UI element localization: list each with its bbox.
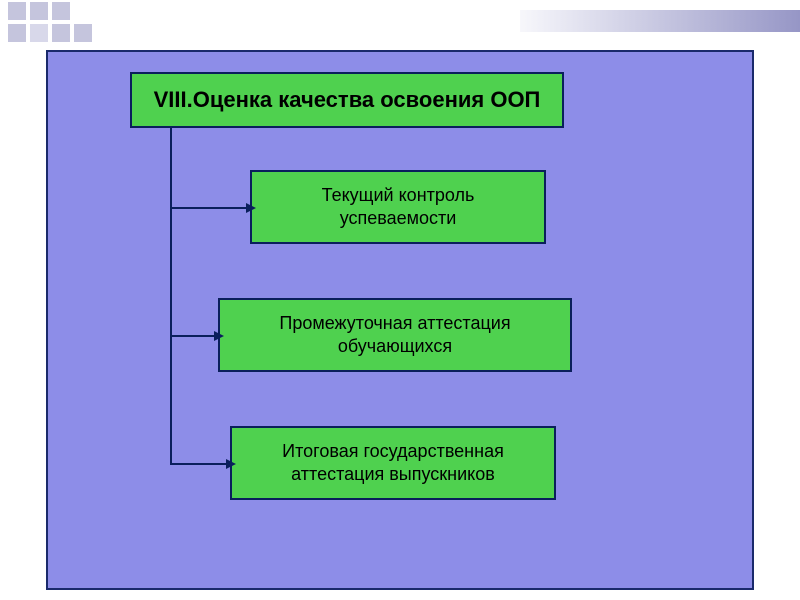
- child-node: Итоговая государственнаяаттестация выпус…: [230, 426, 556, 500]
- deco-square: [52, 24, 70, 42]
- connector-branch: [170, 335, 216, 337]
- gradient-bar: [520, 10, 800, 32]
- deco-square: [74, 24, 92, 42]
- connector-trunk: [170, 128, 172, 465]
- connector-branch: [170, 463, 228, 465]
- child-node-label: Текущий контрольуспеваемости: [322, 184, 475, 231]
- arrow-icon: [246, 203, 256, 213]
- child-node: Промежуточная аттестацияобучающихся: [218, 298, 572, 372]
- child-node: Текущий контрольуспеваемости: [250, 170, 546, 244]
- deco-square: [8, 24, 26, 42]
- slide-decoration: [0, 0, 800, 40]
- title-node-label: VIII.Оценка качества освоения ООП: [154, 86, 541, 115]
- title-node: VIII.Оценка качества освоения ООП: [130, 72, 564, 128]
- deco-square: [30, 24, 48, 42]
- deco-square: [52, 2, 70, 20]
- arrow-icon: [226, 459, 236, 469]
- child-node-label: Промежуточная аттестацияобучающихся: [279, 312, 510, 359]
- deco-square: [30, 2, 48, 20]
- child-node-label: Итоговая государственнаяаттестация выпус…: [282, 440, 504, 487]
- connector-branch: [170, 207, 248, 209]
- arrow-icon: [214, 331, 224, 341]
- deco-square: [8, 2, 26, 20]
